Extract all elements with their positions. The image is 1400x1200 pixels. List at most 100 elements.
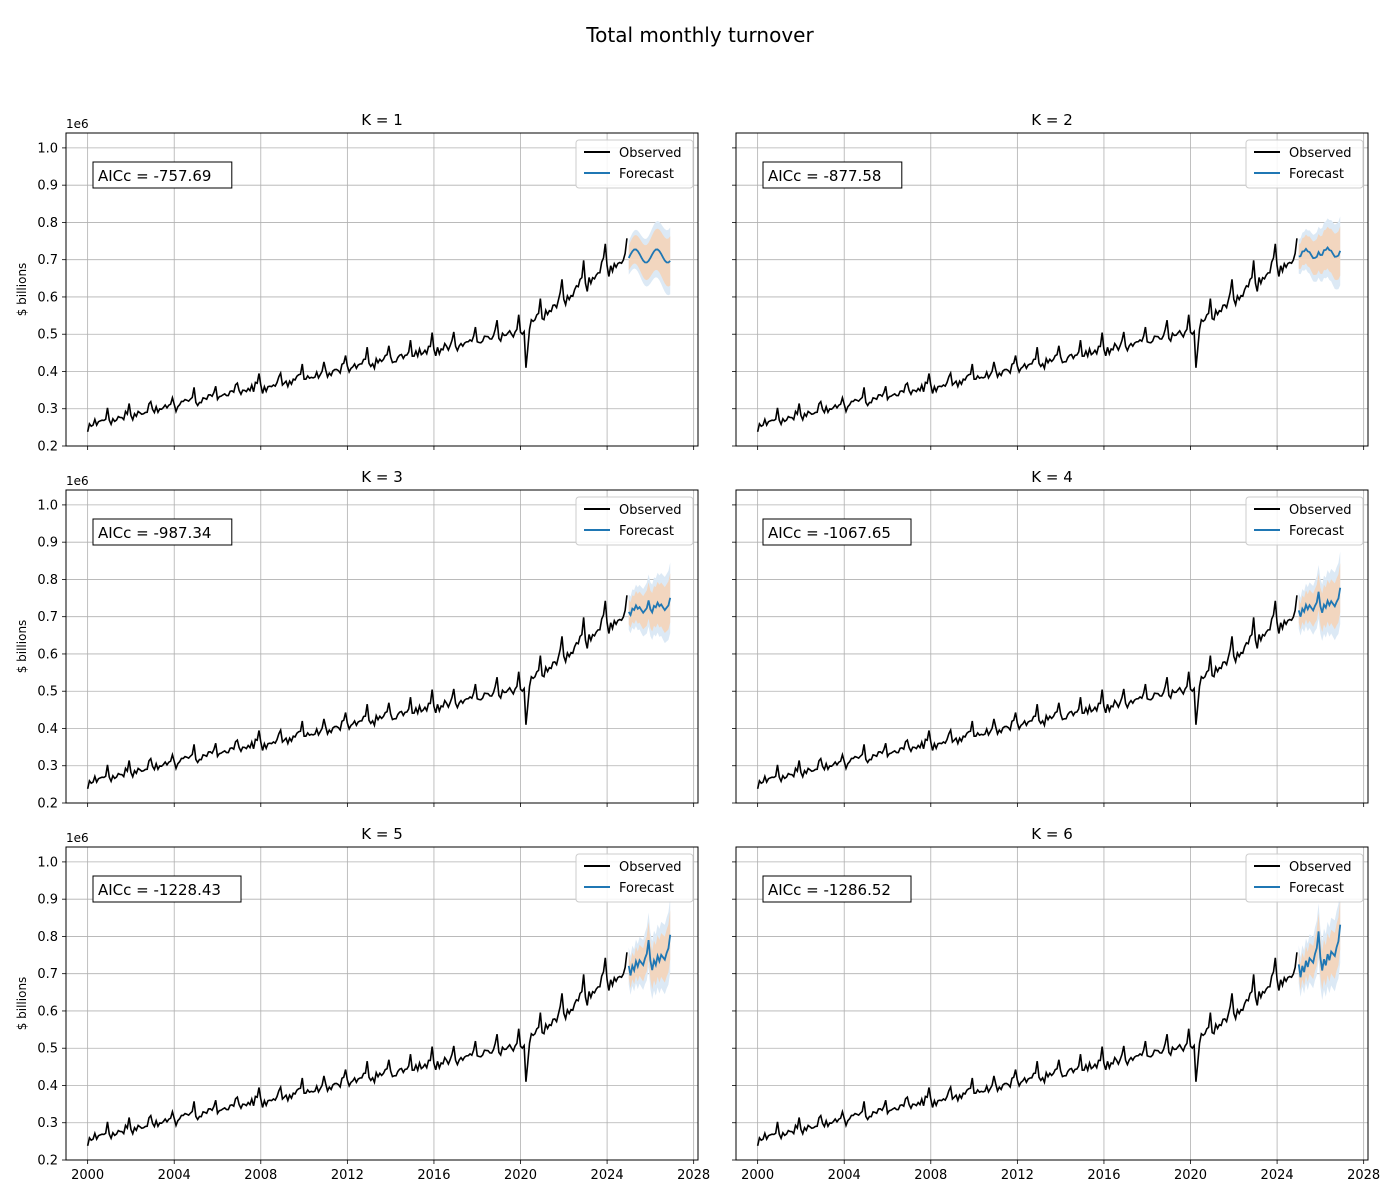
panel-2-aicc-text: AICc = -877.58 xyxy=(768,167,881,185)
panel-1-legend-observed-label: Observed xyxy=(619,146,682,161)
panel-1-frame xyxy=(65,132,699,447)
panel-5-y-axis-label: $ billions xyxy=(15,977,29,1031)
panel-1-y-tick-label: 0.7 xyxy=(37,253,58,268)
panel-5-y-tick-label: 1.0 xyxy=(37,855,58,870)
panel-5-aicc-frame xyxy=(92,875,242,903)
panel-5-x-tick-label: 2004 xyxy=(158,1168,191,1183)
panel-5-legend: Observed Forecast xyxy=(575,853,694,903)
panel-1-aicc-frame xyxy=(92,161,233,189)
panel-6-forecast-line xyxy=(1297,924,1342,978)
panel-1-y-tick-label: 1.0 xyxy=(37,141,58,156)
panel-3-y-offset-label: 1e6 xyxy=(66,474,89,488)
panel-2-observed-line xyxy=(756,238,1298,433)
panel-5-forecast-line xyxy=(627,934,672,976)
panel-5-x-tick-label: 2000 xyxy=(71,1168,104,1183)
panel-5-aicc-text: AICc = -1228.43 xyxy=(98,881,221,899)
panel-1-y-tick-label: 0.2 xyxy=(37,440,58,455)
panel-6-x-tick-label: 2000 xyxy=(741,1168,774,1183)
panel-1-y-tick-label: 0.9 xyxy=(37,179,58,194)
panel-4-legend: Observed Forecast xyxy=(1245,496,1364,546)
panel-5-y-tick-label: 0.4 xyxy=(37,1079,58,1094)
panel-3-aicc-box: AICc = -987.34 xyxy=(92,518,233,546)
panel-6-x-tick-label: 2016 xyxy=(1087,1168,1120,1183)
panel-3-observed-line xyxy=(86,595,628,790)
panel-2-legend-forecast-label: Forecast xyxy=(1289,167,1344,182)
panel-3-aicc-text: AICc = -987.34 xyxy=(98,524,211,542)
panel-1-y-tick-label: 0.8 xyxy=(37,216,58,231)
panel-6-x-tick-label: 2024 xyxy=(1261,1168,1294,1183)
panel-5-y-offset-label: 1e6 xyxy=(66,831,89,845)
panel-3-y-tick-label: 0.2 xyxy=(37,797,58,812)
panel-4-aicc-box: AICc = -1067.65 xyxy=(762,518,912,546)
panel-3-aicc-frame xyxy=(92,518,233,546)
panel-6-legend: Observed Forecast xyxy=(1245,853,1364,903)
panel-5-title: K = 5 xyxy=(361,825,402,843)
panel-5-y-tick-label: 0.3 xyxy=(37,1116,58,1131)
panel-1-legend: Observed Forecast xyxy=(575,139,694,189)
panel-1-interval-80 xyxy=(628,228,671,287)
panel-1-y-tick-label: 0.4 xyxy=(37,365,58,380)
panel-6-frame xyxy=(735,846,1369,1161)
figure-title: Total monthly turnover xyxy=(585,23,814,47)
panel-6-legend-forecast-label: Forecast xyxy=(1289,881,1344,896)
panel-5-x-tick-label: 2028 xyxy=(677,1168,710,1183)
panel-1-y-tick-label: 0.5 xyxy=(37,328,58,343)
panel-3-y-tick-label: 0.9 xyxy=(37,536,58,551)
panel-3-legend-observed-label: Observed xyxy=(619,503,682,518)
panel-2: K = 2 AICc = -877.58 Observed Forecast xyxy=(732,111,1369,450)
panel-5-legend-observed-label: Observed xyxy=(619,860,682,875)
panel-4-legend-observed-label: Observed xyxy=(1289,503,1352,518)
panel-6-x-tick-label: 2028 xyxy=(1347,1168,1380,1183)
panel-3-y-tick-label: 0.6 xyxy=(37,647,58,662)
panel-3-y-axis-label: $ billions xyxy=(15,620,29,674)
panel-5-y-tick-label: 0.8 xyxy=(37,930,58,945)
panel-6-observed-line xyxy=(756,952,1298,1147)
panel-1-forecast-line xyxy=(627,248,671,264)
panel-4-forecast-line xyxy=(1297,587,1342,617)
panel-3-legend: Observed Forecast xyxy=(575,496,694,546)
panel-6-aicc-box: AICc = -1286.52 xyxy=(762,875,912,903)
panel-3-y-tick-label: 0.4 xyxy=(37,722,58,737)
panel-4: K = 4 AICc = -1067.65 Observed Forecast xyxy=(732,468,1369,807)
panel-1-aicc-text: AICc = -757.69 xyxy=(98,167,211,185)
panel-1-y-offset-label: 1e6 xyxy=(66,117,89,131)
panel-4-legend-forecast-label: Forecast xyxy=(1289,524,1344,539)
panel-5-y-tick-label: 0.9 xyxy=(37,893,58,908)
panel-5-observed-line xyxy=(86,952,628,1147)
panel-2-frame xyxy=(735,132,1369,447)
panel-6-x-tick-label: 2012 xyxy=(1001,1168,1034,1183)
panel-6-x-tick-label: 2020 xyxy=(1174,1168,1207,1183)
panel-5-aicc-box: AICc = -1228.43 xyxy=(92,875,242,903)
panel-5-x-tick-label: 2008 xyxy=(244,1168,277,1183)
panel-5-x-tick-label: 2024 xyxy=(591,1168,624,1183)
panel-4-aicc-frame xyxy=(762,518,912,546)
panel-5-y-tick-label: 0.2 xyxy=(37,1154,58,1169)
panel-4-title: K = 4 xyxy=(1031,468,1072,486)
panel-1-observed-line xyxy=(86,238,628,433)
panel-6-title: K = 6 xyxy=(1031,825,1072,843)
panel-2-legend: Observed Forecast xyxy=(1245,139,1364,189)
panel-4-aicc-text: AICc = -1067.65 xyxy=(768,524,891,542)
panel-3-y-tick-label: 1.0 xyxy=(37,498,58,513)
panel-5-y-tick-label: 0.7 xyxy=(37,967,58,982)
panel-5: 2000 2004 2008 2012 2016 2020 2024 2028 0.2 0.3 0.… xyxy=(15,825,710,1183)
panel-6-x-tick-label: 2008 xyxy=(914,1168,947,1183)
panel-3-title: K = 3 xyxy=(361,468,402,486)
panel-6: 2000 2004 2008 2012 2016 2020 2024 2028 K = 6 AIC… xyxy=(732,825,1380,1183)
panels: 0.2 0.3 0.4 0.5 0.6 0.7 0.8 0.9 1.0 K = 1 1e6 $ bil… xyxy=(15,111,1380,1183)
panel-5-y-tick-label: 0.5 xyxy=(37,1042,58,1057)
panel-2-legend-observed-label: Observed xyxy=(1289,146,1352,161)
panel-2-title: K = 2 xyxy=(1031,111,1072,129)
panel-1-title: K = 1 xyxy=(361,111,402,129)
panel-1-y-tick-label: 0.3 xyxy=(37,402,58,417)
panel-2-aicc-frame xyxy=(762,161,903,189)
panel-3-legend-forecast-label: Forecast xyxy=(619,524,674,539)
panel-6-legend-observed-label: Observed xyxy=(1289,860,1352,875)
panel-1-legend-forecast-label: Forecast xyxy=(619,167,674,182)
panel-1-aicc-box: AICc = -757.69 xyxy=(92,161,233,189)
panel-6-x-tick-label: 2004 xyxy=(828,1168,861,1183)
panel-3: 0.2 0.3 0.4 0.5 0.6 0.7 0.8 0.9 1.0 K = 3 1e6 $ bil… xyxy=(15,468,699,812)
panel-3-y-tick-label: 0.3 xyxy=(37,759,58,774)
panel-6-aicc-frame xyxy=(762,875,912,903)
